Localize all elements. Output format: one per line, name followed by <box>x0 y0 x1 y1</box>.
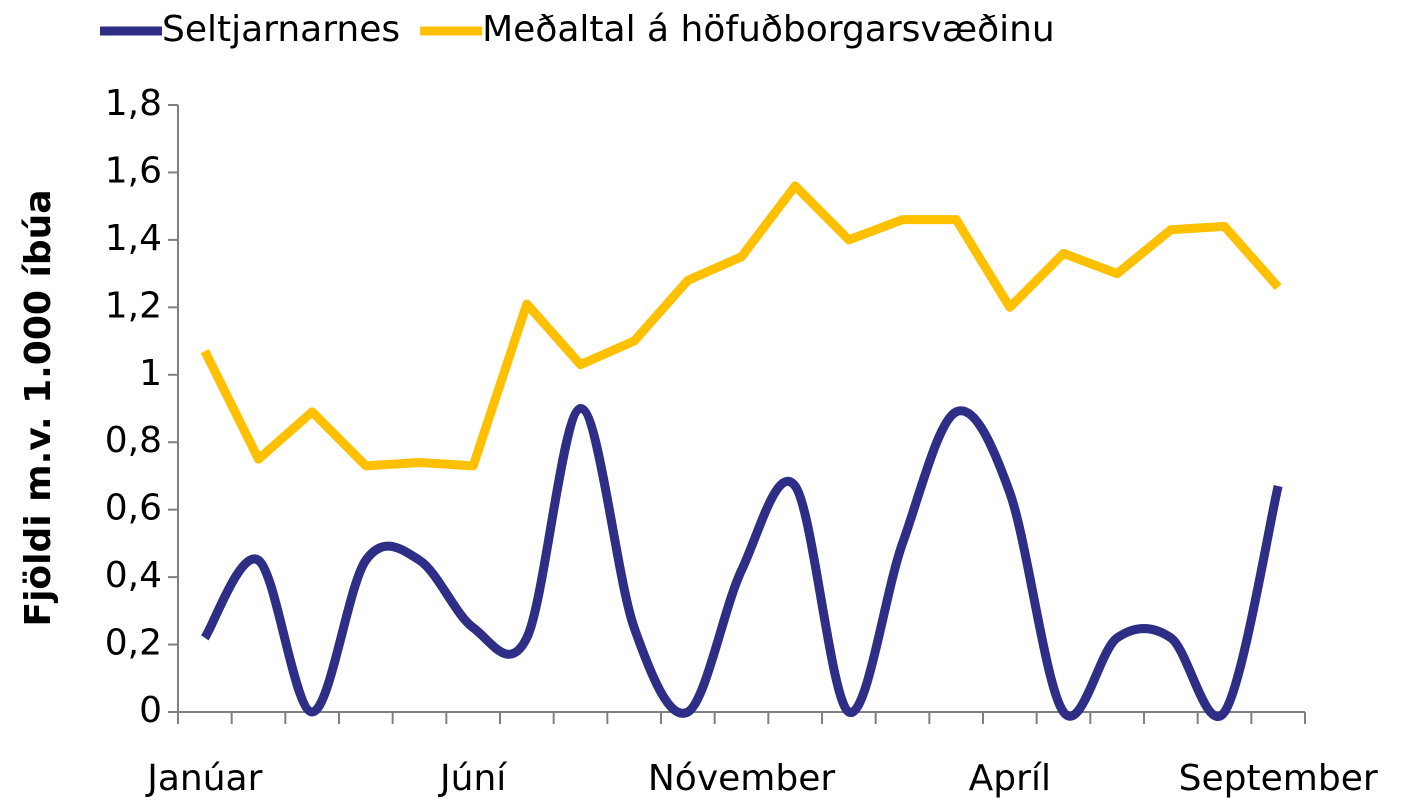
y-tick-label: 1,2 <box>105 285 162 326</box>
y-tick-label: 0,2 <box>105 623 162 664</box>
x-tick-label: September <box>1179 758 1378 799</box>
series-line <box>200 404 1283 721</box>
y-tick-label: 0,4 <box>105 555 162 596</box>
y-tick-label: 0 <box>139 690 162 731</box>
x-tick-label: Júní <box>438 758 507 799</box>
y-tick-label: 1,4 <box>105 218 162 259</box>
y-tick-label: 1,6 <box>105 150 162 191</box>
y-tick-label: 0,6 <box>105 488 162 529</box>
y-tick-label: 1 <box>139 353 162 394</box>
x-tick-label: Janúar <box>145 758 262 799</box>
y-tick-label: 1,8 <box>105 83 162 124</box>
legend-label: Meðaltal á höfuðborgarsvæðinu <box>482 9 1055 50</box>
series-line <box>200 181 1282 471</box>
x-tick-label: Apríl <box>969 758 1051 799</box>
legend-label: Seltjarnarnes <box>162 9 400 50</box>
y-tick-label: 0,8 <box>105 420 162 461</box>
y-axis-label: Fjöldi m.v. 1.000 íbúa <box>18 189 59 626</box>
x-tick-label: Nóvember <box>648 758 835 799</box>
